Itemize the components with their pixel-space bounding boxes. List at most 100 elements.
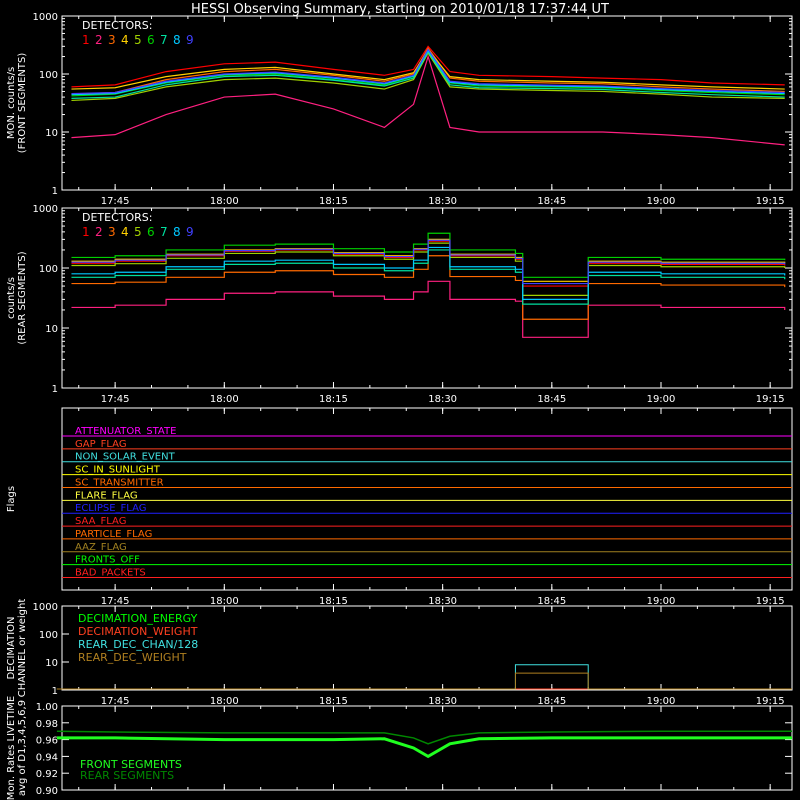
front-panel-xtick-label: 18:30 <box>428 196 457 207</box>
front-panel-xtick-label: 17:45 <box>101 196 130 207</box>
decimation-panel-xtick-label: 18:15 <box>319 696 348 707</box>
decimation-panel-ytick-label: 1 <box>52 686 58 697</box>
front-panel-legend-item: 2 <box>95 33 103 47</box>
front-panel-ytick-label: 100 <box>39 70 58 81</box>
livetime-panel-ylabel: Mon. Rates LIVETIME <box>6 696 17 800</box>
flags-panel-xtick-label: 18:00 <box>210 596 239 607</box>
front-panel-ytick-label: 1000 <box>33 12 58 23</box>
rear-panel-xtick-label: 17:45 <box>101 394 130 405</box>
livetime-panel-ylabel: avg of D1,3,4,5,6,9 <box>17 700 28 796</box>
flags-panel-xtick-label: 18:15 <box>319 596 348 607</box>
decimation-panel-legend-item: DECIMATION_WEIGHT <box>78 625 198 638</box>
front-panel-ytick-label: 10 <box>45 128 58 139</box>
flags-panel-flag-label: AAZ_FLAG <box>75 542 127 553</box>
rear-panel-series-2 <box>71 280 786 338</box>
rear-panel-ylabel: counts/s <box>6 277 17 319</box>
decimation-panel-xtick-label: 19:15 <box>756 696 785 707</box>
rear-panel-ylabel: (REAR SEGMENTS) <box>17 251 28 344</box>
front-panel-xtick-label: 18:45 <box>537 196 566 207</box>
rear-panel-series-3 <box>71 255 786 320</box>
decimation-panel-xtick-label: 18:30 <box>428 696 457 707</box>
flags-panel-flag-label: SAA_FLAG <box>75 516 126 527</box>
decimation-panel-ylabel: DECIMATION <box>6 616 17 679</box>
livetime-panel-frame <box>61 705 793 791</box>
front-panel-legend-item: 7 <box>160 33 168 47</box>
front-panel-legend-title: DETECTORS: <box>82 19 152 32</box>
livetime-panel-ytick-label: 0.92 <box>36 769 58 780</box>
flags-panel-flag-label: NON_SOLAR_EVENT <box>75 452 176 463</box>
decimation-panel-xtick-label: 18:45 <box>537 696 566 707</box>
front-panel-ylabel: (FRONT SEGMENTS) <box>17 53 28 154</box>
flags-panel-flag-label: PARTICLE_FLAG <box>75 529 152 540</box>
flags-panel-xtick-label: 19:00 <box>647 596 676 607</box>
front-panel-series-7 <box>71 50 785 99</box>
decimation-panel-xtick-label: 19:00 <box>647 696 676 707</box>
front-panel-frame <box>61 15 793 191</box>
decimation-panel-series-REAR_DEC_WEIGHT <box>56 672 792 690</box>
decimation-panel-ytick-label: 1000 <box>33 602 58 613</box>
decimation-panel-series-REAR_DEC_CHAN/128 <box>56 664 792 690</box>
decimation-panel-legend-item: REAR_DEC_WEIGHT <box>78 651 187 664</box>
livetime-panel-series-REAR SEGMENTS <box>56 730 792 745</box>
flags-panel-ylabel: Flags <box>6 486 17 512</box>
rear-panel-legend-item: 4 <box>121 225 129 239</box>
front-panel-legend-item: 5 <box>134 33 142 47</box>
decimation-panel-ytick-label: 100 <box>39 630 58 641</box>
rear-panel-legend-item: 3 <box>108 225 116 239</box>
livetime-panel-ytick-label: 0.96 <box>36 736 58 747</box>
rear-panel-series-8 <box>71 246 786 300</box>
rear-panel-legend-item: 5 <box>134 225 142 239</box>
front-panel-xtick-label: 18:00 <box>210 196 239 207</box>
front-panel-legend-item: 6 <box>147 33 155 47</box>
livetime-panel-series-FRONT SEGMENTS <box>56 736 792 759</box>
rear-panel-ytick-label: 100 <box>39 264 58 275</box>
decimation-panel-frame <box>61 605 793 691</box>
front-panel-series-5 <box>71 51 785 102</box>
flags-panel-frame <box>61 407 793 591</box>
rear-panel-ytick-label: 1 <box>52 384 58 395</box>
front-panel-ytick-label: 1 <box>52 186 58 197</box>
flags-panel-xtick-label: 18:45 <box>537 596 566 607</box>
decimation-panel-legend-item: REAR_DEC_CHAN/128 <box>78 638 198 651</box>
rear-panel-xtick-label: 19:15 <box>756 394 785 405</box>
front-panel-legend-item: 8 <box>173 33 181 47</box>
front-panel-series-1 <box>71 45 785 88</box>
decimation-panel-xtick-label: 17:45 <box>101 696 130 707</box>
rear-panel-ytick-label: 1000 <box>33 204 58 215</box>
front-panel-xtick-label: 19:15 <box>756 196 785 207</box>
rear-panel-legend-item: 7 <box>160 225 168 239</box>
livetime-panel-ytick-label: 0.98 <box>36 719 58 730</box>
front-panel-xtick-label: 18:15 <box>319 196 348 207</box>
decimation-panel-xtick-label: 18:00 <box>210 696 239 707</box>
livetime-panel-ytick-label: 0.94 <box>36 752 58 763</box>
front-panel-legend-item: 1 <box>82 33 90 47</box>
rear-panel-xtick-label: 18:15 <box>319 394 348 405</box>
flags-panel-flag-label: ATTENUATOR_STATE <box>75 426 176 437</box>
decimation-panel-legend-item: DECIMATION_ENERGY <box>78 612 198 625</box>
flags-panel-flag-label: BAD_PACKETS <box>75 568 146 579</box>
front-panel-legend-item: 9 <box>186 33 194 47</box>
rear-panel-series-9 <box>71 239 786 285</box>
livetime-panel-ytick-label: 0.90 <box>36 786 58 797</box>
front-panel-ylabel: MON. counts/s <box>6 67 17 139</box>
front-panel-legend-item: 4 <box>121 33 129 47</box>
rear-panel-legend-item: 6 <box>147 225 155 239</box>
livetime-panel-legend-item: FRONT SEGMENTS <box>80 758 182 771</box>
rear-panel-legend-item: 1 <box>82 225 90 239</box>
flags-panel-xtick-label: 17:45 <box>101 596 130 607</box>
flags-panel-flag-label: SC_IN_SUNLIGHT <box>75 465 161 476</box>
flags-panel-xtick-label: 18:30 <box>428 596 457 607</box>
rear-panel-legend-title: DETECTORS: <box>82 211 152 224</box>
flags-panel-flag-label: FLARE_FLAG <box>75 490 138 501</box>
rear-panel-xtick-label: 18:45 <box>537 394 566 405</box>
rear-panel-xtick-label: 19:00 <box>647 394 676 405</box>
decimation-panel-ytick-label: 10 <box>45 658 58 669</box>
front-panel-series-2 <box>71 54 785 146</box>
livetime-panel-legend-item: REAR SEGMENTS <box>80 769 174 782</box>
decimation-panel-ylabel: CHANNEL or weight <box>17 599 28 698</box>
flags-panel-xtick-label: 19:15 <box>756 596 785 607</box>
rear-panel-legend-item: 8 <box>173 225 181 239</box>
livetime-panel-ytick-label: 1.00 <box>36 702 58 713</box>
